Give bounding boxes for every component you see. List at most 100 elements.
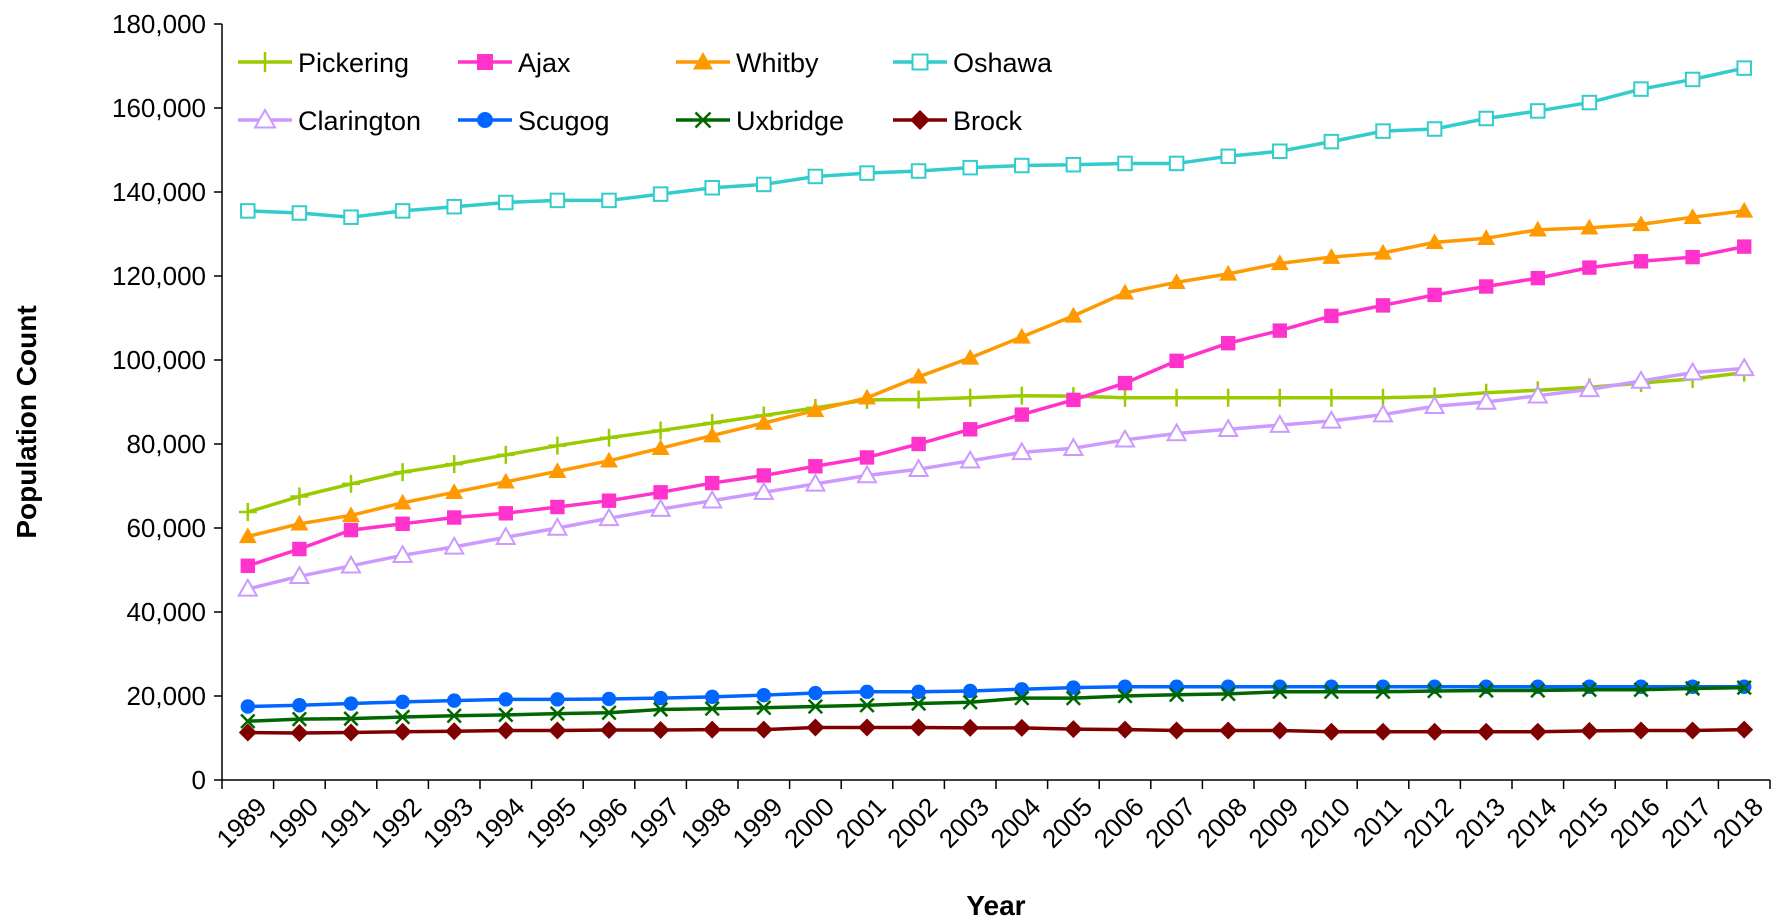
data-point — [598, 507, 620, 527]
data-point — [238, 527, 257, 544]
data-point — [1735, 201, 1754, 218]
data-point — [391, 544, 414, 564]
x-tick-label: 1992 — [365, 792, 427, 854]
data-point — [1323, 133, 1340, 150]
x-tick-label: 2018 — [1707, 792, 1769, 854]
data-point — [651, 439, 670, 455]
data-point — [498, 506, 513, 521]
data-point — [1272, 143, 1288, 160]
data-point — [703, 426, 722, 443]
data-point — [651, 721, 670, 740]
data-point — [240, 713, 256, 729]
data-point — [1530, 270, 1545, 286]
data-point — [445, 455, 464, 474]
data-point — [1684, 71, 1701, 88]
data-point — [498, 692, 513, 707]
data-point — [756, 700, 772, 716]
data-point — [1217, 418, 1239, 438]
legend-swatch-marker — [255, 52, 275, 72]
series-layer — [237, 60, 1755, 742]
data-point — [395, 516, 410, 531]
data-point — [1116, 283, 1134, 300]
data-point — [1062, 437, 1085, 456]
y-tick-label: 120,000 — [112, 261, 206, 291]
data-point — [1632, 215, 1650, 232]
data-point — [1270, 388, 1289, 407]
data-point — [859, 450, 875, 465]
data-point — [963, 683, 978, 699]
data-point — [1736, 60, 1752, 76]
legend-swatch-marker — [693, 52, 713, 70]
data-point — [1530, 682, 1546, 699]
data-point — [601, 192, 617, 209]
data-point — [1633, 682, 1649, 698]
legend-label: Scugog — [518, 106, 610, 136]
series-line-clarington — [247, 366, 1745, 591]
x-tick-label: 2001 — [830, 792, 892, 854]
data-point — [548, 721, 567, 740]
data-point — [290, 487, 309, 506]
data-point — [291, 711, 308, 727]
data-point — [807, 168, 824, 185]
data-point — [1272, 323, 1287, 338]
legend-label: Pickering — [298, 48, 409, 78]
data-point — [858, 718, 876, 737]
y-axis-title: Population Count — [11, 305, 42, 538]
x-axis-title: Year — [966, 890, 1025, 921]
series-pickering — [238, 363, 1754, 522]
series-line-brock — [247, 725, 1745, 735]
data-point — [240, 699, 255, 714]
data-point — [343, 696, 359, 711]
data-point — [601, 705, 617, 721]
x-tick-label: 2017 — [1655, 792, 1717, 854]
data-point — [292, 541, 307, 557]
data-point — [1736, 679, 1752, 696]
data-point — [1683, 208, 1702, 224]
data-point — [1737, 239, 1752, 254]
data-point — [652, 186, 669, 202]
data-point — [1735, 720, 1754, 739]
data-point — [703, 720, 722, 739]
data-point — [653, 690, 668, 706]
data-point — [1425, 233, 1444, 250]
x-tick-label: 1994 — [468, 792, 530, 854]
data-point — [291, 205, 308, 221]
data-point — [548, 462, 567, 479]
x-tick-label: 2013 — [1449, 792, 1511, 854]
data-point — [1632, 721, 1650, 740]
data-point — [1168, 687, 1185, 703]
data-point — [1065, 156, 1082, 173]
data-point — [1117, 155, 1133, 172]
data-point — [1066, 680, 1081, 695]
x-tick-label: 2010 — [1294, 792, 1356, 854]
y-tick-label: 0 — [192, 765, 206, 795]
data-point — [1479, 279, 1494, 294]
data-point — [705, 475, 720, 491]
data-point — [600, 721, 618, 740]
data-point — [653, 485, 668, 500]
data-point — [292, 698, 307, 713]
y-tick-label: 100,000 — [112, 345, 206, 375]
legend-label: Oshawa — [953, 48, 1053, 78]
series-line-pickering — [247, 370, 1745, 514]
y-tick-label: 80,000 — [126, 429, 206, 459]
data-point — [1324, 308, 1339, 324]
data-point — [1169, 679, 1184, 694]
data-point — [600, 451, 618, 468]
data-point — [1011, 441, 1033, 461]
data-point — [1220, 686, 1236, 702]
x-tick-label: 2016 — [1604, 792, 1666, 854]
data-point — [1114, 428, 1136, 448]
x-tick-label: 2007 — [1139, 792, 1201, 854]
data-point — [1012, 718, 1031, 737]
legend-swatch-marker — [477, 54, 493, 70]
series-line-uxbridge — [247, 685, 1745, 723]
data-point — [1478, 682, 1494, 699]
x-tick-label: 2000 — [778, 792, 840, 854]
data-point — [1477, 229, 1496, 245]
data-point — [1014, 690, 1030, 706]
data-point — [1322, 388, 1341, 407]
legend-item-ajax: Ajax — [458, 48, 571, 78]
data-point — [496, 721, 515, 740]
